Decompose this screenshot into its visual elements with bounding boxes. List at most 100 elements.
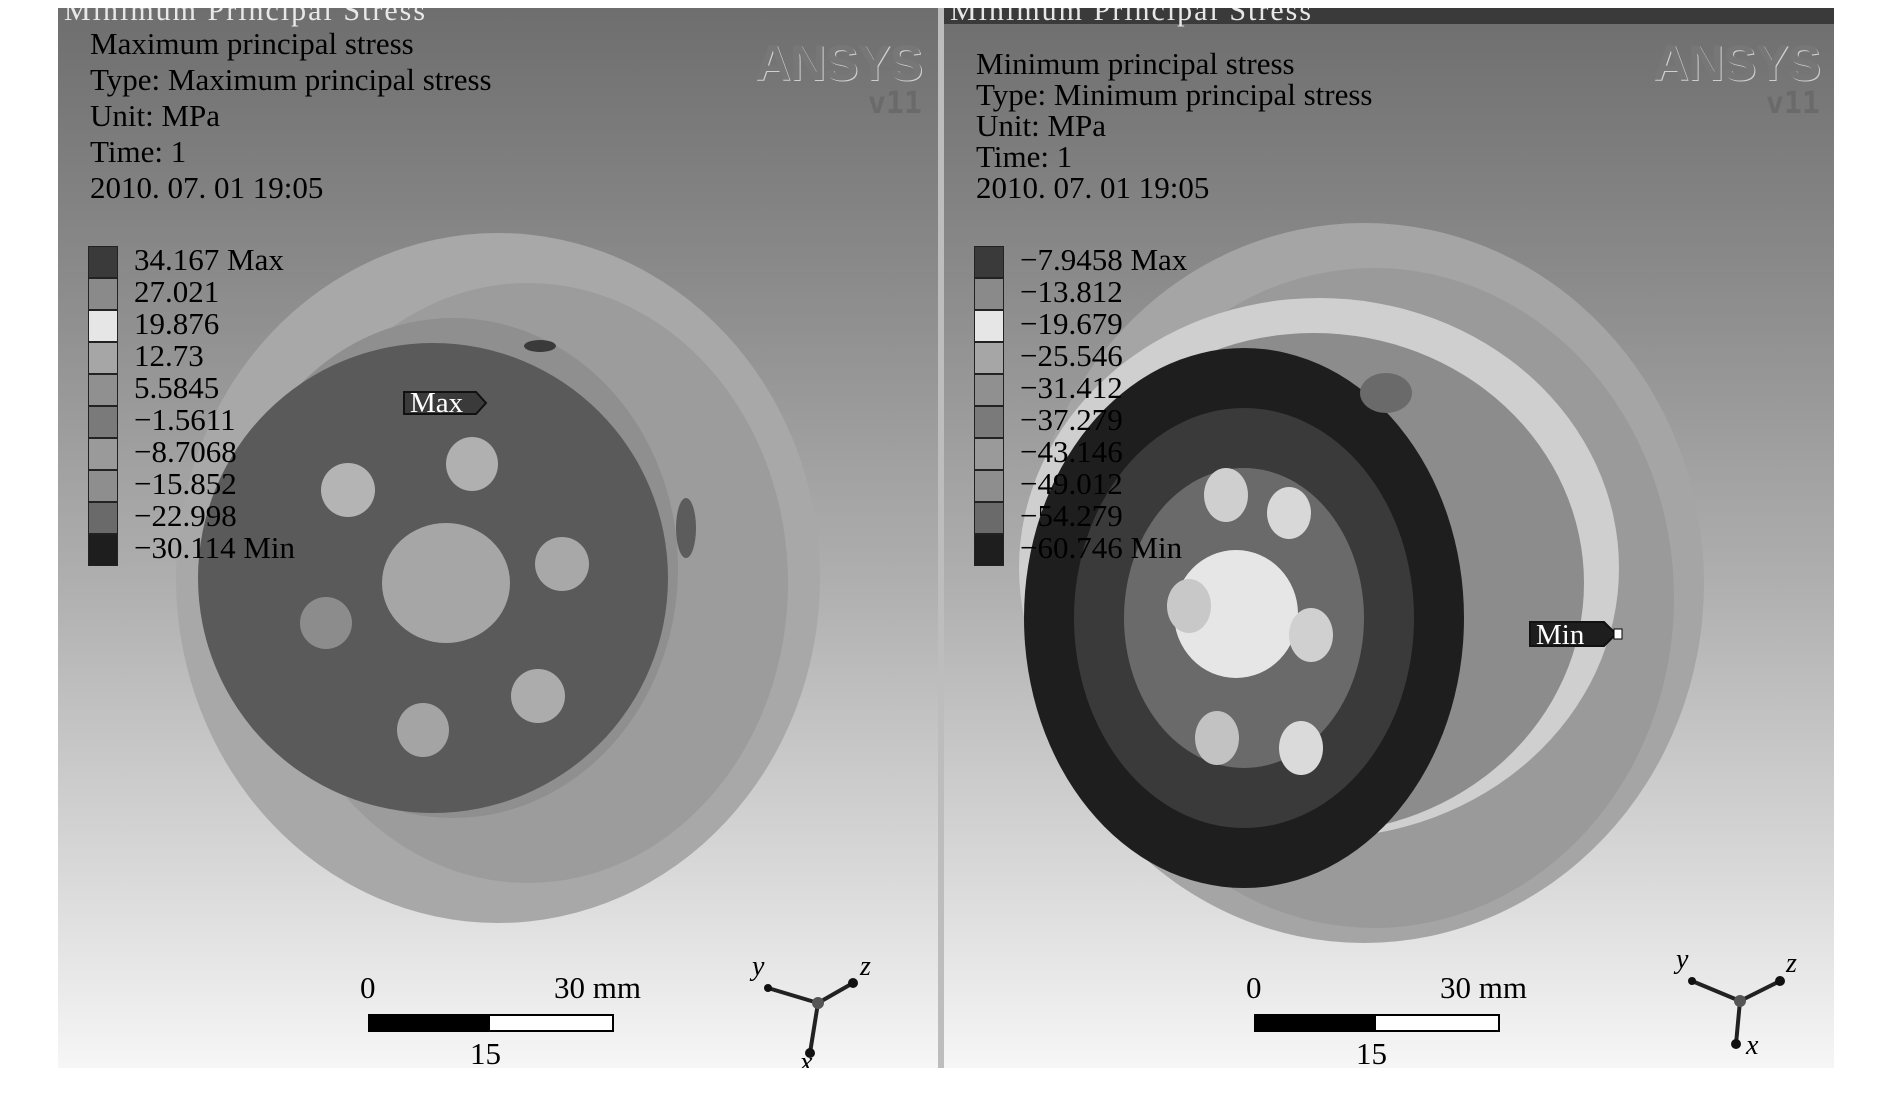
bolt-hole bbox=[321, 463, 375, 517]
legend-label: 34.167 Max bbox=[134, 242, 284, 277]
bolt-hole bbox=[446, 437, 498, 491]
legend-label: −25.546 bbox=[1020, 338, 1123, 373]
result-info: Maximum principal stress Type: Maximum p… bbox=[90, 26, 492, 206]
legend-label: −43.146 bbox=[1020, 434, 1123, 469]
legend-label: −8.7068 bbox=[134, 434, 237, 469]
legend-label: −7.9458 Max bbox=[1020, 242, 1188, 277]
legend-swatch bbox=[974, 406, 1004, 438]
legend-label: 5.5845 bbox=[134, 370, 220, 405]
triad-z-label: z bbox=[859, 951, 871, 982]
side-hole bbox=[676, 498, 696, 558]
legend-swatch bbox=[88, 342, 118, 374]
triad-y-label: y bbox=[749, 951, 765, 982]
min-probe-marker bbox=[1529, 621, 1618, 647]
result-timestamp: 2010. 07. 01 19:05 bbox=[90, 170, 324, 205]
scale-mid-label: 15 bbox=[470, 1036, 501, 1068]
result-unit: Unit: MPa bbox=[90, 98, 221, 133]
ansys-logo: ANSYS v11 bbox=[754, 35, 923, 121]
bolt-hole bbox=[300, 597, 352, 649]
legend-swatch bbox=[974, 438, 1004, 470]
legend-swatch bbox=[88, 470, 118, 502]
viewport-left[interactable]: Minimum Principal Stress Max Maximum pri… bbox=[58, 8, 938, 1068]
scale-bar: 0 30 mm 15 bbox=[1244, 970, 1544, 1068]
cut-off-title: Minimum Principal Stress bbox=[64, 8, 427, 27]
bolt-hole bbox=[1204, 468, 1248, 522]
result-info: Minimum principal stress Type: Minimum p… bbox=[976, 48, 1372, 203]
max-probe-marker bbox=[403, 391, 488, 415]
legend-label: −60.746 Min bbox=[1020, 530, 1183, 565]
legend-swatch bbox=[88, 310, 118, 342]
side-hole bbox=[1360, 373, 1412, 413]
wheel-model-right[interactable]: Min bbox=[944, 8, 1834, 1068]
legend-label: −54.279 bbox=[1020, 498, 1123, 533]
legend-swatch bbox=[974, 534, 1004, 566]
result-type: Type: Minimum principal stress bbox=[976, 77, 1373, 112]
legend-swatch bbox=[88, 534, 118, 566]
bolt-hole bbox=[1279, 721, 1323, 775]
ansys-version: v11 bbox=[867, 86, 922, 121]
wheel-model-left[interactable]: Max bbox=[58, 8, 938, 1068]
ansys-version: v11 bbox=[1765, 86, 1820, 121]
bolt-hole bbox=[1267, 487, 1311, 539]
legend-label: 12.73 bbox=[134, 338, 204, 373]
scale-end-label: 30 mm bbox=[1440, 970, 1527, 1005]
bolt-hole bbox=[1195, 711, 1239, 765]
legend-swatch bbox=[88, 406, 118, 438]
result-title: Minimum principal stress bbox=[976, 46, 1295, 81]
result-unit: Unit: MPa bbox=[976, 108, 1107, 143]
cut-off-header-bar bbox=[944, 8, 1834, 24]
bolt-hole bbox=[1167, 579, 1211, 633]
legend-swatch bbox=[88, 502, 118, 534]
result-type: Type: Maximum principal stress bbox=[90, 62, 492, 97]
cut-off-title: Minimum Principal Stress bbox=[950, 8, 1313, 27]
scale-bar-graphic bbox=[368, 1014, 614, 1032]
scale-mid-label: 15 bbox=[1356, 1036, 1387, 1068]
color-legend: 34.167 Max 27.021 19.876 12.73 5.5845 −1.5611… bbox=[88, 242, 308, 576]
max-probe-label: Max bbox=[410, 387, 464, 419]
legend-swatch bbox=[974, 470, 1004, 502]
legend-swatch bbox=[88, 278, 118, 310]
legend-swatch bbox=[974, 278, 1004, 310]
legend-swatch bbox=[974, 502, 1004, 534]
bolt-hole bbox=[511, 669, 565, 723]
axis-triad[interactable]: y z x bbox=[738, 943, 888, 1068]
triad-x-label: x bbox=[1745, 1030, 1759, 1061]
ansys-brand: ANSYS bbox=[1652, 35, 1821, 91]
bolt-hole bbox=[535, 537, 589, 591]
result-time: Time: 1 bbox=[976, 139, 1073, 174]
legend-label: −19.679 bbox=[1020, 306, 1123, 341]
legend-swatch bbox=[88, 374, 118, 406]
result-title: Maximum principal stress bbox=[90, 26, 414, 61]
scale-bar-graphic bbox=[1254, 1014, 1500, 1032]
legend-swatch bbox=[974, 374, 1004, 406]
viewport-right[interactable]: Minimum Principal Stress Min Minimum pri… bbox=[944, 8, 1834, 1068]
ansys-logo: ANSYS v11 bbox=[1652, 35, 1821, 121]
triad-x-label: x bbox=[799, 1047, 813, 1068]
legend-label: −31.412 bbox=[1020, 370, 1123, 405]
scale-start-label: 0 bbox=[360, 970, 376, 1005]
viewport-divider[interactable] bbox=[938, 8, 944, 1068]
bolt-hole bbox=[1289, 608, 1333, 662]
legend-label: −30.114 Min bbox=[134, 530, 296, 565]
scale-bar: 0 30 mm 15 bbox=[358, 970, 658, 1068]
ansys-brand: ANSYS bbox=[754, 35, 923, 91]
scale-start-label: 0 bbox=[1246, 970, 1262, 1005]
center-bore bbox=[382, 523, 510, 643]
min-probe-label: Min bbox=[1536, 619, 1585, 651]
legend-label: 19.876 bbox=[134, 306, 220, 341]
legend-swatch bbox=[88, 438, 118, 470]
legend-label: −1.5611 bbox=[134, 402, 236, 437]
color-legend: −7.9458 Max −13.812 −19.679 −25.546 −31.412−… bbox=[974, 242, 1204, 576]
triad-z-label: z bbox=[1785, 948, 1797, 979]
result-time: Time: 1 bbox=[90, 134, 187, 169]
legend-swatch bbox=[88, 246, 118, 278]
legend-label: 27.021 bbox=[134, 274, 220, 309]
center-bore bbox=[1174, 550, 1298, 678]
legend-label: −37.279 bbox=[1020, 402, 1123, 437]
bolt-hole bbox=[397, 703, 449, 757]
axis-triad[interactable]: y z x bbox=[1662, 936, 1812, 1066]
legend-label: −49.012 bbox=[1020, 466, 1123, 501]
top-hole bbox=[524, 340, 556, 352]
result-timestamp: 2010. 07. 01 19:05 bbox=[976, 170, 1210, 205]
legend-label: −15.852 bbox=[134, 466, 237, 501]
